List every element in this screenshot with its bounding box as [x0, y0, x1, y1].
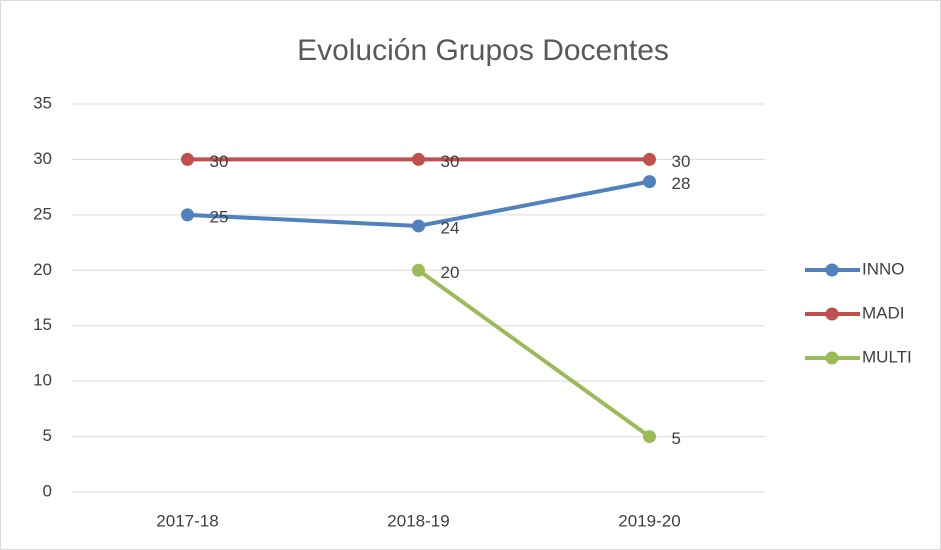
data-label: 5: [672, 429, 681, 448]
data-point: [412, 152, 425, 166]
data-point: [412, 219, 425, 233]
y-tick-label: 35: [33, 93, 52, 112]
series-line: [417, 268, 651, 439]
data-point: [643, 175, 656, 189]
y-tick-label: 30: [33, 149, 52, 168]
data-label: 30: [210, 152, 229, 171]
data-label: 30: [441, 152, 460, 171]
legend-marker: [825, 263, 839, 277]
data-label: 24: [441, 218, 460, 237]
data-label: 25: [210, 207, 229, 226]
x-tick-label: 2019-20: [618, 511, 680, 530]
y-tick-label: 20: [33, 260, 52, 279]
legend-marker: [825, 351, 839, 365]
data-point: [181, 152, 194, 166]
legend-marker: [825, 307, 839, 321]
legend-label: INNO: [862, 259, 905, 278]
x-tick-label: 2018-19: [387, 511, 449, 530]
x-tick-label: 2017-18: [156, 511, 218, 530]
data-point: [412, 263, 425, 277]
chart-title: Evolución Grupos Docentes: [297, 34, 669, 67]
data-point: [181, 208, 194, 222]
y-tick-label: 15: [33, 315, 52, 334]
legend-label: MULTI: [862, 347, 912, 366]
data-point: [643, 430, 656, 444]
y-tick-label: 25: [33, 204, 52, 223]
y-tick-label: 10: [33, 371, 52, 390]
y-tick-label: 5: [43, 426, 52, 445]
data-label: 30: [672, 152, 691, 171]
y-tick-label: 0: [43, 481, 52, 500]
data-label: 20: [441, 263, 460, 282]
data-point: [643, 152, 656, 166]
data-label: 28: [672, 174, 691, 193]
legend-label: MADI: [862, 303, 905, 322]
